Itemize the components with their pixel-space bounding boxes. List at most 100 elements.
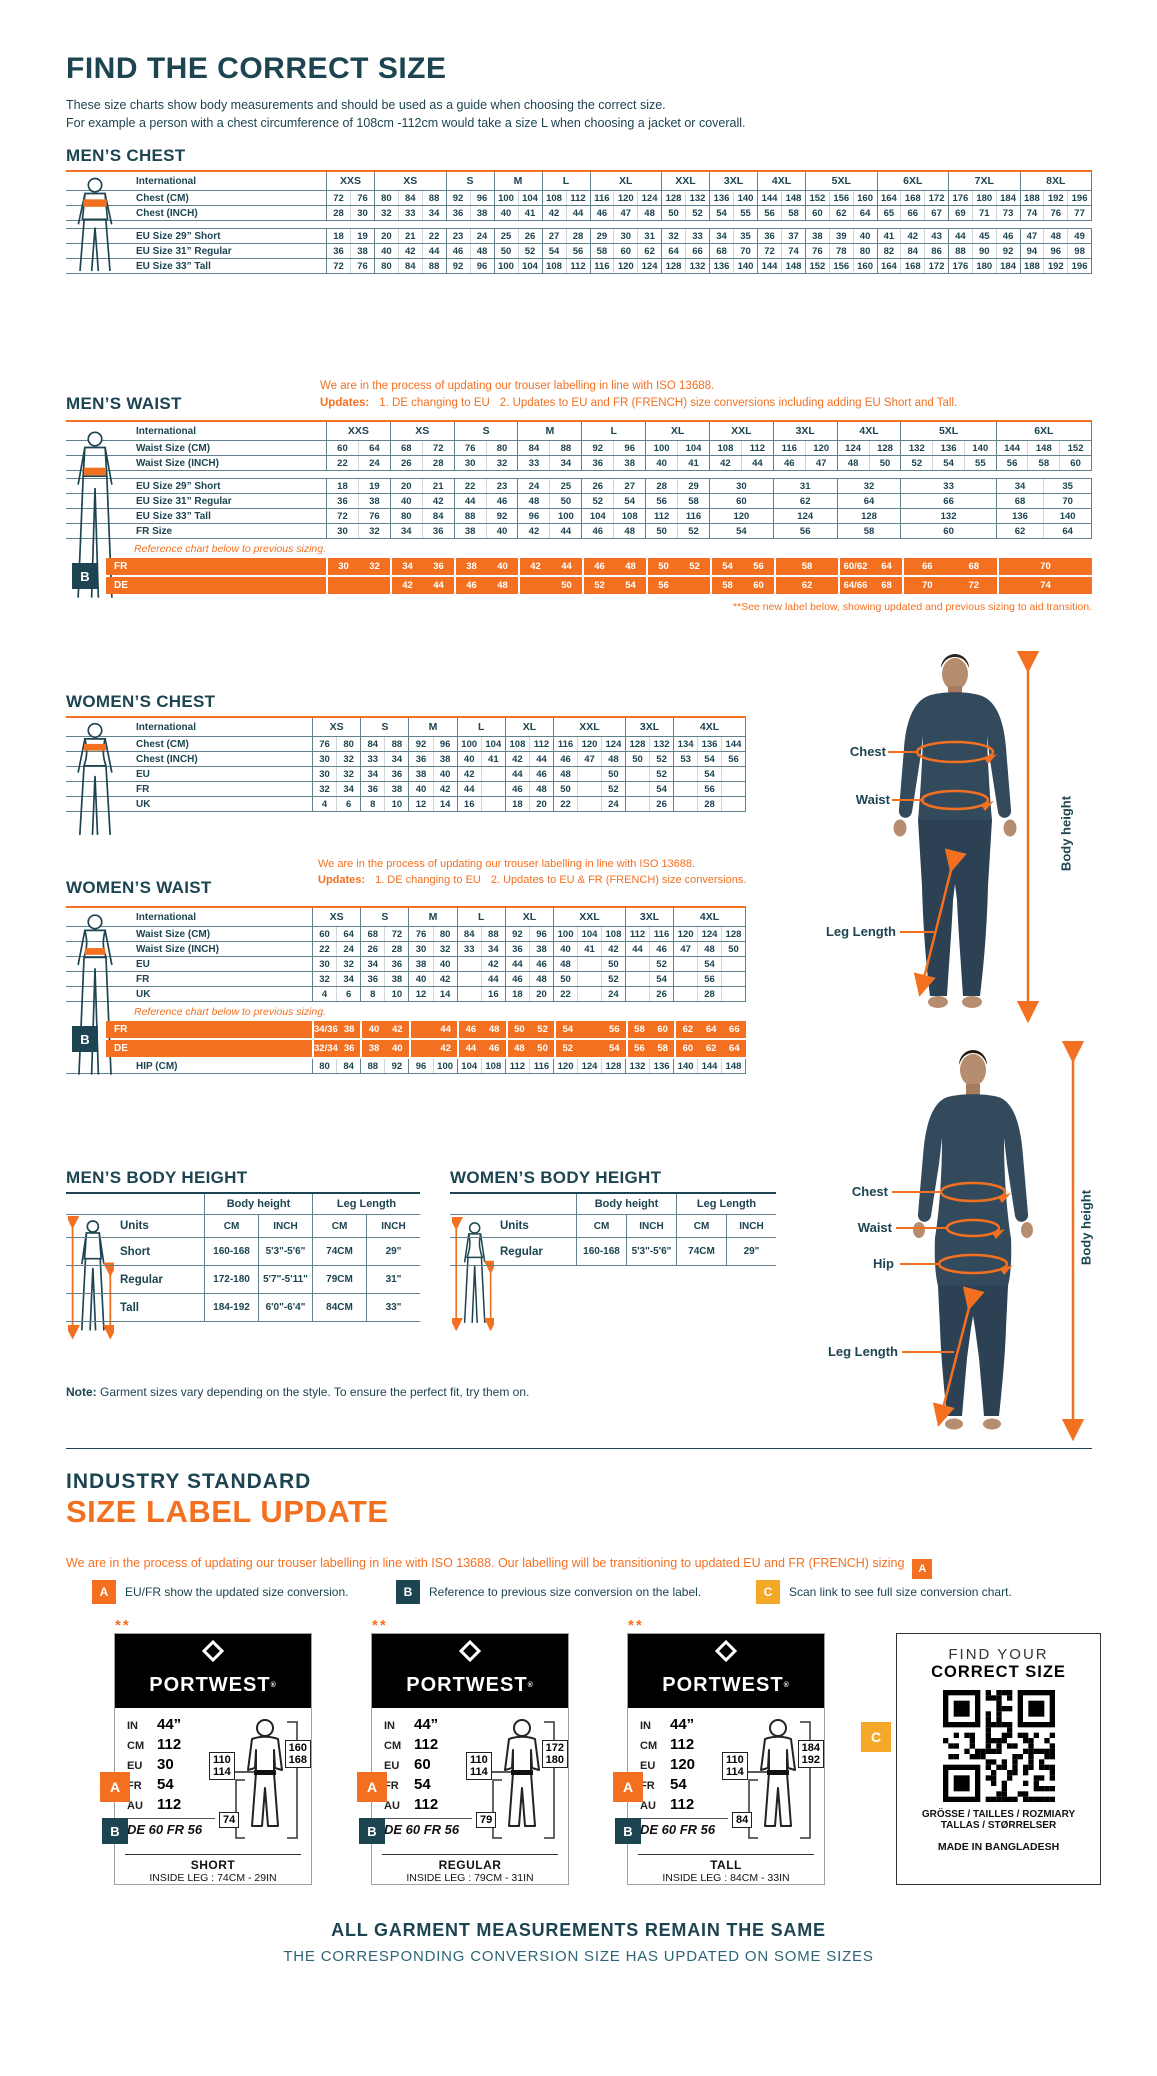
size-value: [674, 957, 697, 971]
size-value: 12: [415, 988, 427, 1000]
size-cell: 42: [456, 957, 505, 971]
size-value: 38: [469, 206, 494, 220]
size-value: 42: [900, 229, 924, 243]
size-column-header: XS: [374, 172, 446, 190]
size-value: [458, 987, 481, 1001]
size-value: 52: [649, 752, 673, 766]
size-value: 44: [632, 943, 643, 955]
size-value: 152: [1059, 441, 1091, 455]
size-label-card: ** PORTWEST® IN 44” CM 112 EU 120 FR 54 AU 112 DE 60…: [613, 1617, 825, 1885]
size-cell: 74 76 77: [1019, 206, 1092, 220]
reference-note: Reference chart below to previous sizing…: [134, 543, 327, 555]
size-value: 4: [321, 798, 328, 810]
size-value: [674, 767, 697, 781]
size-column-header: 3XL: [772, 422, 837, 440]
table-row: Waist Size (INCH) 22 24 26 28 30 32 33 34 36 38 40 4…: [66, 456, 1092, 471]
size-value: 86: [924, 244, 948, 258]
size-value: 92: [415, 738, 427, 750]
size-cell: 52 54 55: [900, 456, 995, 470]
size-value: 44: [440, 1024, 451, 1035]
size-cell: 70: [997, 558, 1092, 575]
size-value: [579, 1040, 602, 1057]
row-label: EU Size 33” Tall: [136, 260, 211, 272]
previous-size-reference: DE 60 FR 56: [127, 1822, 203, 1837]
size-column-header: L: [581, 422, 645, 440]
size-value: 68: [881, 580, 892, 591]
size-cell: 40 42: [408, 782, 456, 796]
size-value: 112: [565, 191, 590, 205]
size-value: 112: [653, 510, 670, 522]
size-value: 20: [401, 480, 412, 492]
row-label: International: [136, 721, 197, 733]
size-value: 44: [528, 752, 553, 766]
leg-measure-box: 74: [219, 1812, 240, 1828]
portwest-logo: PORTWEST®: [115, 1634, 311, 1708]
size-value: 52: [685, 206, 709, 220]
size-row: AU 112: [640, 1796, 734, 1816]
size-value: 96: [469, 191, 494, 205]
size-value: 58: [722, 580, 733, 591]
size-value: 77: [1067, 206, 1091, 220]
size-value: 46: [528, 957, 553, 971]
size-cell: 33 34: [517, 456, 581, 470]
size-value: 108: [546, 192, 562, 204]
measure-value: 180: [545, 1754, 564, 1766]
size-cell: 46 48: [504, 782, 553, 796]
size-cell: 68 70: [709, 244, 757, 258]
size-value: 33: [367, 753, 379, 765]
size-value: 24: [469, 229, 494, 243]
table-units-row: Units CM INCH CM INCH: [450, 1215, 776, 1238]
size-value: 124: [797, 510, 814, 522]
size-column-header: 3XL: [624, 908, 673, 926]
size-value: 56: [656, 495, 667, 507]
reference-block: B FR 30 32 34 36 38 40 42 44 46 48 50 52 54 56 58 60/62 64…: [72, 558, 1092, 594]
size-value: 38: [415, 958, 427, 970]
size-cell: 136 140: [995, 509, 1092, 523]
size-cell: 50 52: [505, 1021, 555, 1038]
size-value: 21: [421, 479, 454, 493]
size-value: 136: [649, 1059, 673, 1073]
size-value: 32: [336, 752, 360, 766]
size-value: 140: [963, 441, 996, 455]
size-cell: 42 44: [518, 558, 582, 575]
portwest-diamond-icon: [202, 1640, 224, 1662]
size-cell: 68 72: [389, 441, 454, 455]
size-value: 33: [943, 480, 954, 492]
page-title: FIND THE CORRECT SIZE: [66, 52, 447, 85]
size-value: 64: [336, 927, 360, 941]
size-value: 120: [804, 441, 837, 455]
size-value: 67: [924, 206, 948, 220]
size-cell: 58 60: [710, 577, 774, 594]
size-value: 52: [649, 957, 673, 971]
size-value: 88: [549, 441, 581, 455]
size-cell: 48 50: [505, 1040, 555, 1057]
size-value: 44: [433, 580, 444, 591]
size-value: 62: [705, 1043, 717, 1054]
badge-a: A: [613, 1772, 643, 1802]
leg-measure-box: 84: [732, 1812, 753, 1828]
size-system: AU: [640, 1800, 656, 1812]
size-value: 100: [653, 442, 670, 454]
size-value: 38: [528, 942, 553, 956]
size-value: 100: [557, 928, 574, 940]
label-figure: 110 114 184 192 84: [722, 1716, 824, 1849]
size-value: 28: [421, 456, 454, 470]
size-value: [458, 972, 481, 986]
size-value: 76: [464, 442, 476, 454]
size-value: 6: [336, 987, 360, 1001]
size-list: IN 44” CM 112 EU 120 FR 54 AU 112 DE 60 FR 56: [640, 1716, 734, 1849]
size-row: EU 120: [640, 1756, 734, 1776]
size-cell: 60: [900, 524, 995, 538]
size-row: FR 54: [640, 1776, 734, 1796]
size-value: 60/62: [843, 561, 868, 572]
size-cell: 54: [624, 782, 673, 796]
size-value: 46: [485, 494, 518, 508]
size-value: 52: [592, 495, 604, 507]
size-value: 56: [608, 1024, 620, 1035]
size-value: 50: [868, 456, 901, 470]
label-body: IN 44” CM 112 EU 60 FR 54 AU 112 DE 60 FR 56 110 114…: [372, 1708, 568, 1851]
group-header: Body height: [576, 1194, 676, 1214]
section-divider: [66, 1448, 1092, 1449]
size-value: 108: [613, 509, 645, 523]
